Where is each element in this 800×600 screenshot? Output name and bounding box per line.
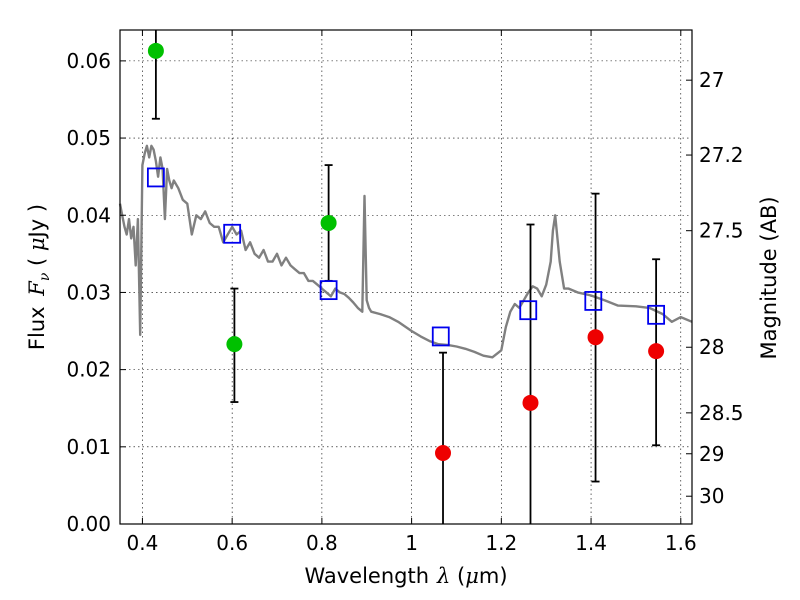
y2-axis-label: Magnitude (AB) — [757, 196, 781, 359]
y2-tick-label: 28.5 — [699, 401, 744, 425]
y-tick-label: 0.04 — [66, 203, 111, 227]
y-tick-label: 0.05 — [66, 126, 111, 150]
model-square — [319, 280, 338, 301]
red-point — [435, 444, 452, 461]
green-point — [226, 336, 243, 353]
x-tick-label: 0.4 — [127, 531, 159, 555]
y2-tick-label: 27.5 — [699, 219, 744, 243]
model-square-layer — [146, 167, 666, 347]
x-tick-label: 1.6 — [665, 531, 697, 555]
x-tick-label: 0.6 — [216, 531, 248, 555]
model-square — [519, 300, 538, 321]
y2-tick-label: 27 — [699, 68, 724, 92]
model-square — [647, 304, 666, 325]
x-axis-label: Wavelength λ (μm) — [304, 564, 507, 588]
errorbar-layer — [151, 30, 661, 524]
axis-ticks: 0.4 0.6 0.8 1 1.2 1.4 1.6 0.00 0.01 0.02 0.03 0.04 0… — [66, 30, 744, 555]
model-square — [146, 167, 165, 188]
y2-tick-label: 27.2 — [699, 143, 744, 167]
red-point — [587, 329, 604, 346]
grid — [120, 30, 692, 525]
red-point — [648, 343, 665, 360]
model-spectrum-layer — [118, 144, 693, 359]
y-axis-label: Flux Fν ( μJy ) — [25, 204, 53, 350]
plot-frame — [119, 29, 693, 525]
y-tick-label: 0.02 — [66, 358, 111, 382]
observed-point-layer — [147, 42, 665, 461]
y2-tick-label: 29 — [699, 442, 724, 466]
red-point — [522, 394, 539, 411]
y-tick-label: 0.00 — [66, 512, 111, 536]
x-tick-label: 1.4 — [575, 531, 607, 555]
model-square — [223, 223, 242, 244]
x-tick-label: 0.8 — [306, 531, 338, 555]
y2-tick-label: 28 — [699, 335, 724, 359]
model-square — [431, 326, 450, 347]
y-tick-label: 0.01 — [66, 435, 111, 459]
model-spectrum-line — [118, 144, 693, 359]
y2-tick-label: 30 — [699, 484, 724, 508]
x-tick-label: 1.2 — [485, 531, 517, 555]
y-tick-label: 0.03 — [66, 280, 111, 304]
green-point — [320, 214, 337, 231]
green-point — [147, 42, 164, 59]
x-tick-label: 1 — [405, 531, 418, 555]
y-tick-label: 0.06 — [66, 49, 111, 73]
model-square — [584, 291, 603, 311]
